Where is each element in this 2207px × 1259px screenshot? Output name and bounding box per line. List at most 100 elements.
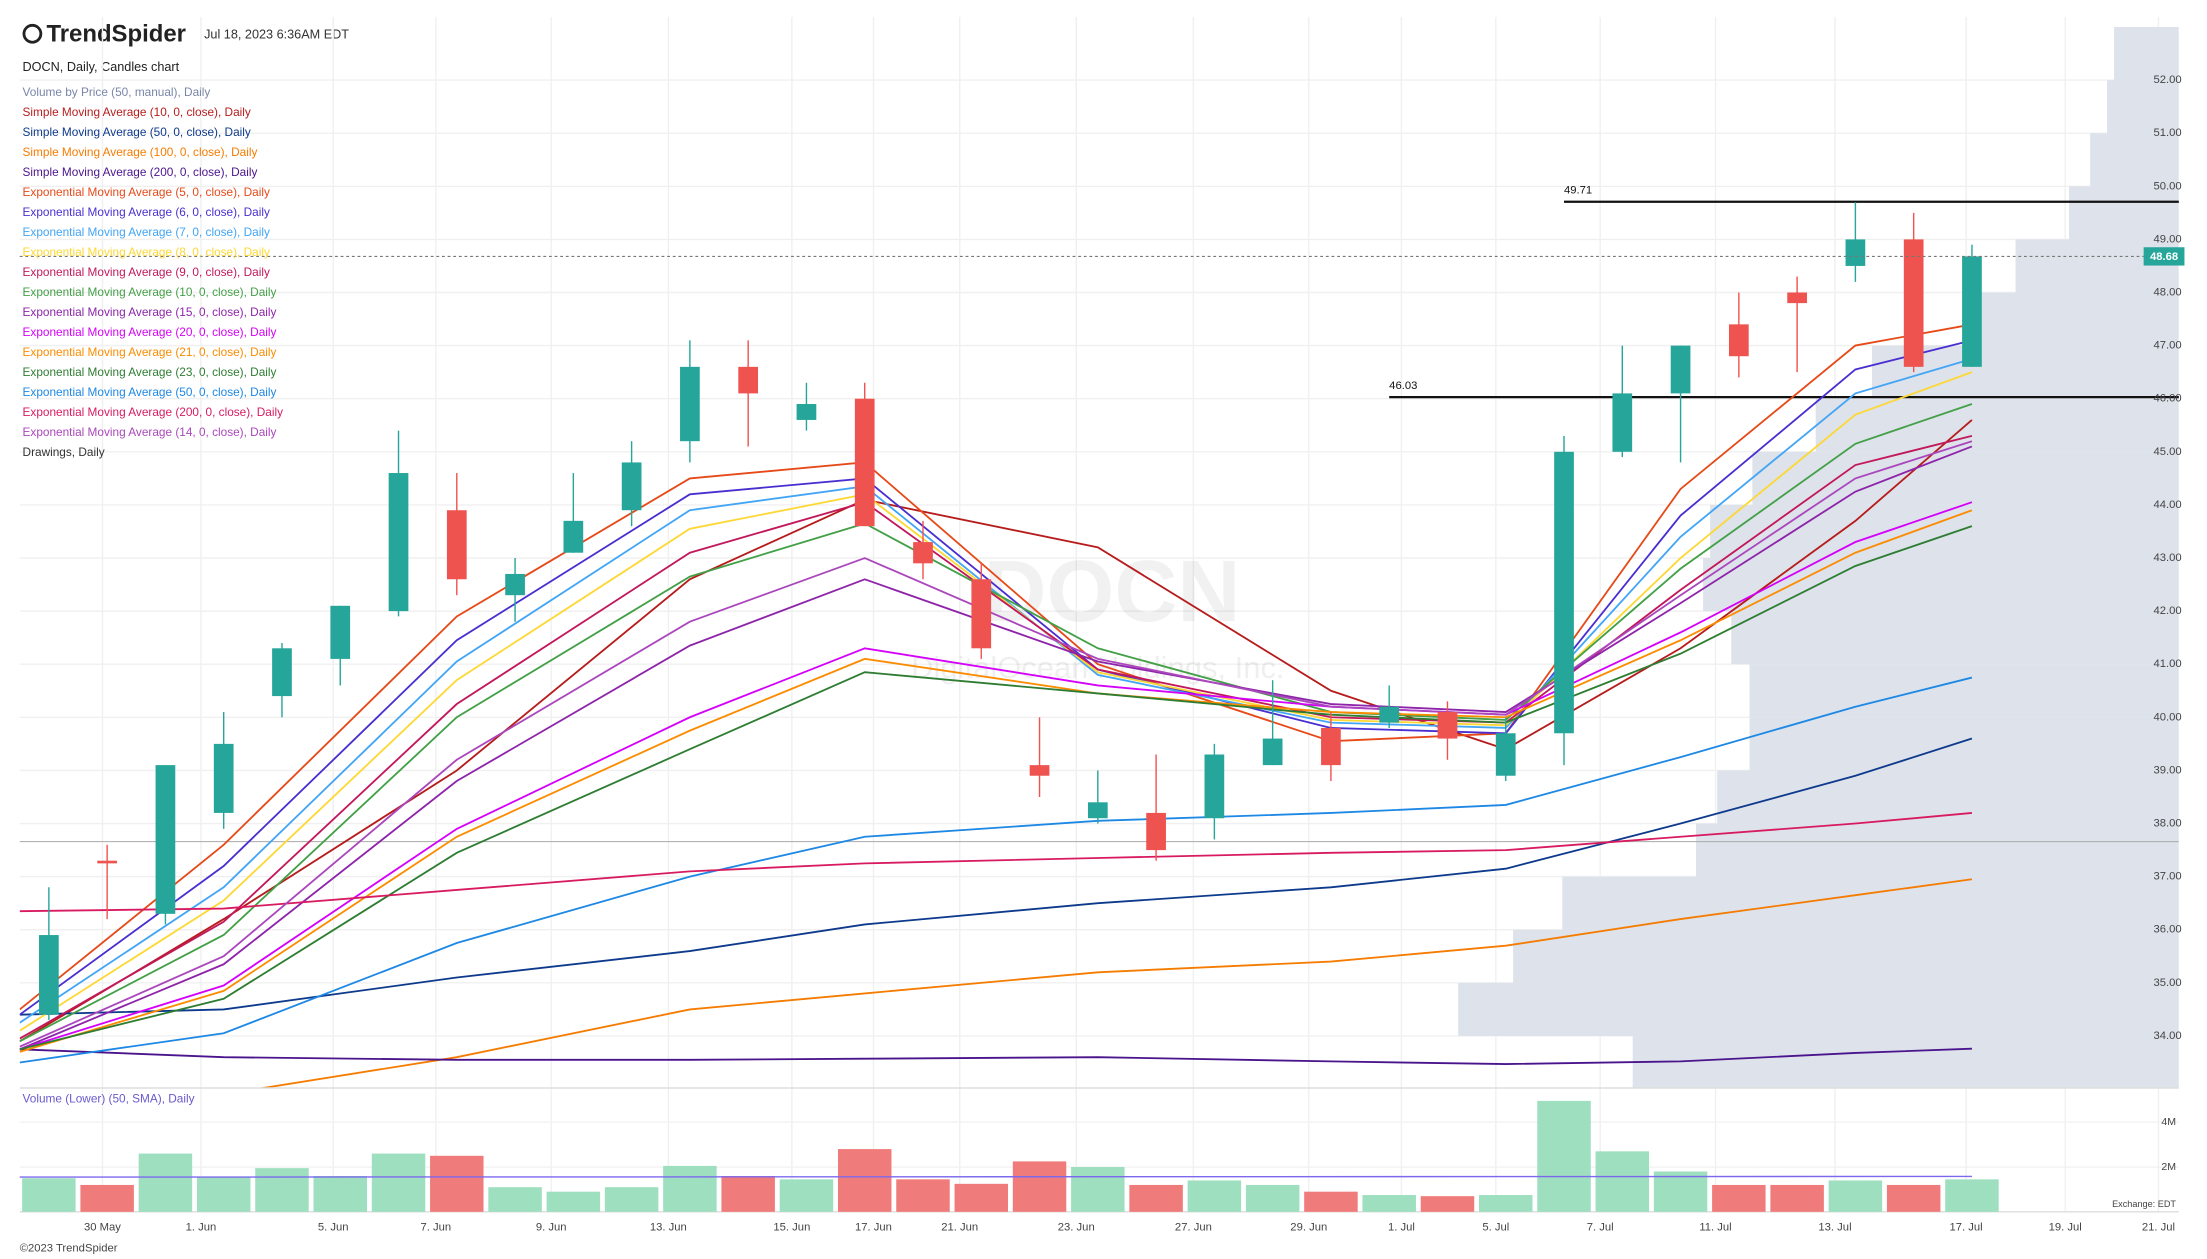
x-tick-label: 29. Jun: [1290, 1221, 1327, 1233]
logo-icon: [22, 23, 43, 44]
candle-body: [1146, 812, 1166, 851]
candle-body: [1379, 706, 1400, 723]
x-tick-label: 30 May: [84, 1221, 121, 1233]
legend-entry: Exponential Moving Average (6, 0, close)…: [23, 205, 270, 219]
ma-line: [19, 812, 1973, 913]
x-tick-label: 17. Jul: [1950, 1221, 1983, 1233]
volume-bar: [546, 1191, 601, 1212]
volume-profile-bar: [1964, 292, 2179, 346]
ma-line: [19, 323, 1973, 1011]
y-tick-label: 43.00: [2153, 552, 2181, 564]
x-tick-label: 1. Jul: [1388, 1221, 1415, 1233]
legend-entry: Exponential Moving Average (5, 0, close)…: [23, 185, 270, 199]
volume-profile-bar: [1513, 929, 2179, 983]
last-price-box: [2143, 247, 2185, 266]
volume-profile-bar: [2090, 133, 2179, 187]
volume-bar: [721, 1175, 775, 1212]
ma-line: [19, 358, 1973, 1024]
volume-profile-bar: [2114, 26, 2179, 81]
volume-bar: [1886, 1184, 1941, 1212]
watermark: DOCN: [983, 543, 1240, 640]
legend-entry: Exponential Moving Average (23, 0, close…: [23, 365, 277, 379]
volume-tick-label: 2M: [2161, 1161, 2176, 1173]
volume-bar: [1537, 1100, 1591, 1212]
legend-entry: Exponential Moving Average (14, 0, close…: [23, 425, 277, 439]
x-tick-label: 7. Jul: [1587, 1221, 1614, 1233]
x-tick-label: 15. Jun: [773, 1221, 810, 1233]
x-tick-label: 1. Jun: [186, 1221, 217, 1233]
legend-entry: Exponential Moving Average (21, 0, close…: [23, 345, 277, 359]
volume-profile-bar: [1731, 611, 2179, 665]
legend-entry: Exponential Moving Average (15, 0, close…: [23, 305, 277, 319]
candle-body: [1554, 451, 1574, 734]
y-tick-label: 47.00: [2153, 340, 2181, 352]
x-tick-label: 21. Jul: [2142, 1221, 2175, 1233]
x-tick-label: 5. Jun: [318, 1221, 349, 1233]
volume-profile-bar: [1696, 823, 2179, 877]
legend-entry: Volume by Price (50, manual), Daily: [23, 85, 211, 99]
volume-title: Volume (Lower) (50, SMA), Daily: [23, 1091, 195, 1105]
x-tick-label: 19. Jul: [2049, 1221, 2082, 1233]
candle-body: [1495, 733, 1516, 776]
candle-body: [330, 605, 351, 659]
chart-title: DOCN, Daily, Candles chart: [23, 60, 180, 74]
volume-bar: [1304, 1191, 1358, 1212]
ma-line: [19, 1047, 1972, 1065]
volume-bar: [1712, 1184, 1766, 1212]
level-label: 49.71: [1564, 184, 1592, 196]
volume-bar: [779, 1179, 834, 1212]
candle-body: [505, 573, 525, 596]
y-tick-label: 46.00: [2153, 393, 2181, 405]
x-tick-label: 11. Jul: [1699, 1221, 1731, 1233]
legend-entry: Exponential Moving Average (8, 0, close)…: [23, 245, 270, 259]
candle-body: [213, 743, 234, 813]
candle-body: [1728, 324, 1749, 357]
ma-line: [19, 440, 1973, 1048]
candle-body: [39, 935, 59, 1015]
volume-profile-bar: [1815, 398, 2179, 452]
candle-body: [738, 366, 759, 394]
volume-bar: [1245, 1184, 1300, 1212]
candle-body: [1087, 802, 1108, 819]
logo: TrendSpider Jul 18, 2023 6:36AM EDT: [22, 20, 349, 47]
y-tick-label: 37.00: [2153, 871, 2181, 883]
volume-bar: [1945, 1179, 1999, 1212]
volume-bar: [313, 1175, 367, 1212]
y-tick-label: 48.00: [2153, 286, 2181, 298]
candle-body: [1321, 727, 1341, 766]
volume-bar: [488, 1187, 542, 1212]
candle-body: [97, 860, 117, 864]
volume-bar: [1770, 1184, 1824, 1212]
ma-line: [19, 737, 1973, 1016]
y-tick-label: 39.00: [2153, 764, 2181, 776]
x-tick-label: 21. Jun: [941, 1221, 978, 1233]
volume-bar: [1012, 1161, 1067, 1212]
ma-line: [19, 501, 1973, 1051]
volume-profile-bar: [2069, 186, 2179, 240]
legend-entry: Exponential Moving Average (9, 0, close)…: [23, 265, 270, 279]
candle-body: [446, 510, 467, 580]
candle-body: [155, 765, 176, 914]
candle-body: [1437, 712, 1458, 739]
x-tick-label: 9. Jun: [536, 1221, 567, 1233]
volume-bar: [1362, 1195, 1416, 1212]
ma-line: [19, 525, 1973, 1051]
volume-bar: [1653, 1171, 1708, 1212]
volume-bar: [371, 1153, 426, 1212]
ma-line: [19, 419, 1973, 1043]
y-tick-label: 40.00: [2153, 711, 2181, 723]
exchange-note: Exchange: EDT: [2112, 1199, 2176, 1209]
legend-entry: Drawings, Daily: [23, 445, 105, 459]
candle-body: [563, 520, 584, 553]
y-tick-label: 44.00: [2153, 499, 2181, 511]
candle-body: [388, 473, 409, 612]
x-tick-label: 7. Jun: [420, 1221, 451, 1233]
candle-body: [1262, 738, 1283, 766]
timestamp: Jul 18, 2023 6:36AM EDT: [204, 28, 349, 42]
x-tick-label: 13. Jun: [650, 1221, 687, 1233]
x-tick-label: 23. Jun: [1058, 1221, 1095, 1233]
volume-profile-bar: [1749, 664, 2179, 718]
x-tick-label: 27. Jun: [1175, 1221, 1212, 1233]
watermark-sub: DigitalOcean Holdings, Inc.: [911, 650, 1284, 685]
